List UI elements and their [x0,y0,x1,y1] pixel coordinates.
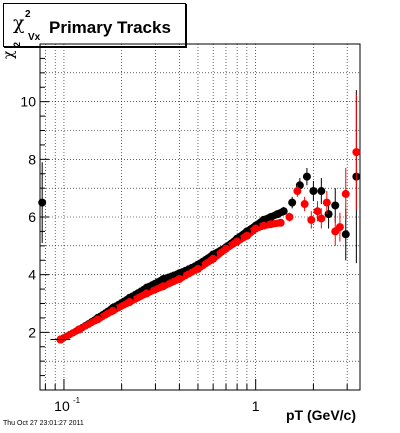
red-data-point [193,264,202,273]
red-data-point [276,218,285,227]
red-data-point [317,214,326,223]
x-tick-label: 10 [54,398,70,414]
title-chi-symbol: χ [13,12,25,34]
title-superscript: 2 [25,9,31,20]
red-data-point [259,221,268,230]
red-data-point [75,325,84,334]
red-data-point [142,289,151,298]
red-data-point [341,189,350,198]
black-data-point [279,207,288,216]
black-data-point [302,172,311,181]
black-data-point [142,283,151,292]
red-data-point [293,187,302,196]
red-data-point [313,207,322,216]
red-data-point [251,224,260,233]
red-data-point [300,200,309,209]
x-tick-label-exponent: -1 [73,396,81,405]
red-data-point [125,298,134,307]
y-tick-label: 2 [28,324,36,340]
red-data-point [335,223,344,232]
red-data-point [242,231,251,240]
title-subscript: Vx [28,32,41,43]
red-data-point [93,315,102,324]
black-data-point [38,198,47,207]
red-data-point [307,215,316,224]
black-data-point [317,187,326,196]
black-data-point [159,274,168,283]
black-data-point [266,213,275,221]
black-data-point [175,269,184,278]
red-data-point [209,254,218,263]
red-data-point [285,213,294,221]
black-data-point [273,210,282,219]
y-tick-label: 10 [20,94,36,110]
black-data-point [324,210,333,219]
x-tick-label: 1 [252,398,260,414]
chart-title-box: χ 2 Vx Primary Tracks [3,3,186,47]
black-data-point [259,215,268,224]
black-data-point [288,198,297,207]
black-data-point [341,230,350,239]
x-axis-label: pT (GeV/c) [286,407,357,423]
timestamp-footer: Thu Oct 27 23:01:27 2011 [3,420,84,427]
red-data-point [322,198,331,207]
y-tick-label: 8 [28,151,36,167]
red-data-point [352,148,361,157]
chart-title: Primary Tracks [49,18,171,37]
red-data-point [175,274,184,283]
red-data-point [266,220,275,229]
y-tick-label: 4 [28,267,36,283]
black-data-point [309,187,318,196]
red-data-point [221,244,230,253]
red-data-point [233,237,242,246]
red-data-point [159,282,168,291]
red-data-point [108,306,117,315]
y-tick-label: 6 [28,209,36,225]
black-data-point [331,201,340,210]
